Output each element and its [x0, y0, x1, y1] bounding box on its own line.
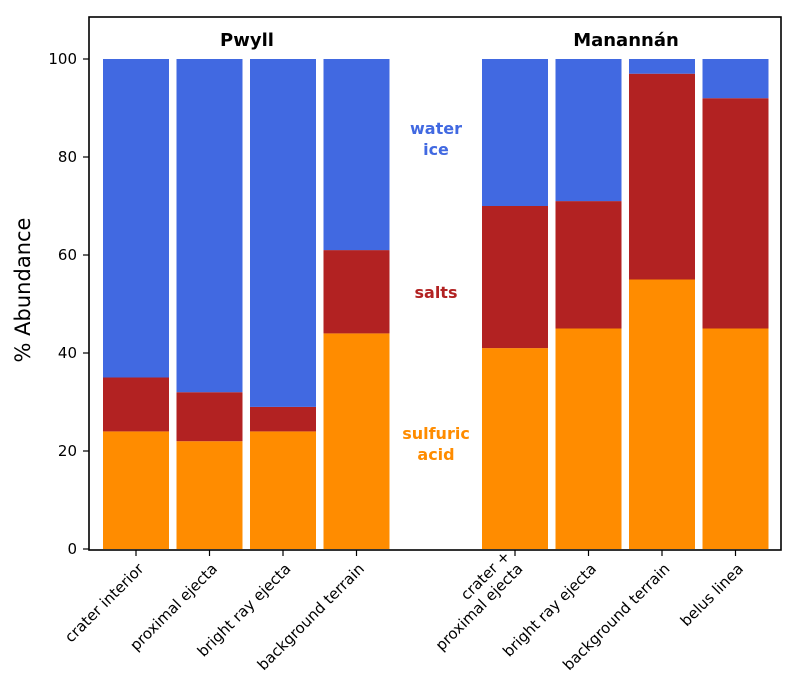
legend-label-water: water ice — [410, 119, 462, 159]
bar-segment-salts — [323, 250, 390, 334]
y-tick-label: 0 — [67, 540, 77, 558]
bar-segment-salts — [629, 73, 695, 280]
bar-segment-sulfuric — [250, 431, 316, 549]
bar-segment-sulfuric — [176, 441, 243, 549]
plot-frame — [88, 16, 782, 551]
bar-segment-salts — [482, 206, 548, 349]
y-tick-label: 40 — [58, 344, 77, 362]
group-titles: Pwyll Manannán — [220, 30, 679, 51]
legend-label-sulfuric: sulfuric acid — [402, 424, 470, 464]
x-tick-label: belus linea — [677, 560, 747, 630]
bar-segment-water — [250, 59, 316, 407]
bar-segment-salts — [702, 98, 769, 329]
bar-segment-water — [323, 59, 390, 251]
bar-segment-water — [555, 59, 622, 202]
bar-segment-sulfuric — [103, 431, 169, 549]
bar-segment-salts — [103, 377, 169, 432]
bar-segment-sulfuric — [702, 328, 769, 549]
bars-layer — [103, 59, 769, 549]
y-tick-label: 60 — [58, 246, 77, 264]
bar-segment-water — [482, 59, 548, 206]
legend: water ice salts sulfuric acid — [402, 119, 470, 464]
bar-segment-water — [702, 59, 769, 99]
group-title: Manannán — [573, 30, 679, 51]
y-tick-label: 20 — [58, 442, 77, 460]
legend-label-salts: salts — [415, 283, 458, 302]
y-tick-label: 80 — [58, 148, 77, 166]
bar-segment-sulfuric — [555, 328, 622, 549]
bar-segment-salts — [176, 392, 243, 442]
bar-segment-salts — [250, 406, 316, 432]
group-title: Pwyll — [220, 30, 274, 51]
bar-segment-water — [629, 59, 695, 74]
bar-segment-water — [103, 59, 169, 378]
y-tick-label: 100 — [48, 50, 77, 68]
bar-segment-sulfuric — [629, 279, 695, 549]
y-axis-label: % Abundance — [11, 218, 35, 363]
y-axis: 0 20 40 60 80 100 — [48, 50, 89, 558]
bar-segment-salts — [555, 201, 622, 329]
bar-segment-sulfuric — [482, 348, 548, 549]
bar-segment-sulfuric — [323, 333, 390, 549]
bar-segment-water — [176, 59, 243, 393]
